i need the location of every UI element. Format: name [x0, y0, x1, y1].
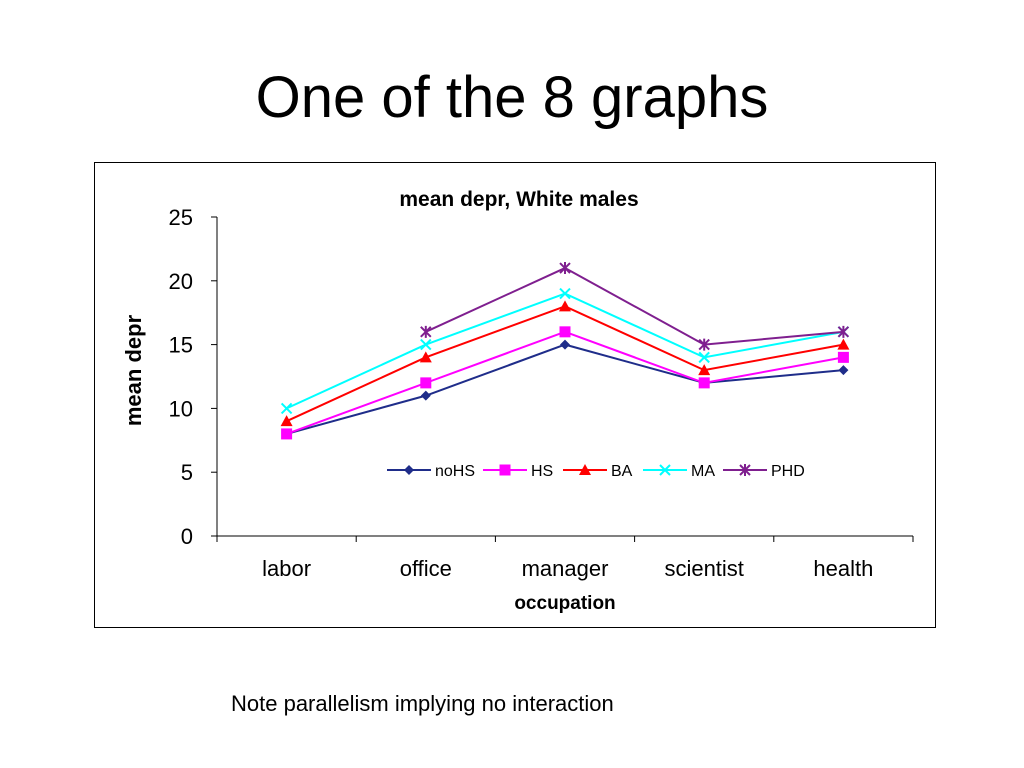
x-tick-label: scientist: [664, 556, 743, 581]
legend-item: BA: [563, 463, 633, 480]
data-point: [838, 365, 849, 376]
data-point: [837, 325, 850, 338]
data-point: [280, 415, 293, 427]
data-point: [698, 364, 711, 376]
y-axis-label: mean depr: [121, 314, 146, 426]
legend-item: MA: [643, 463, 715, 480]
y-tick-label: 5: [181, 460, 193, 485]
data-point: [281, 428, 293, 440]
legend-label: HS: [531, 463, 553, 480]
data-point: [559, 287, 571, 300]
legend-item: HS: [483, 463, 553, 480]
slide-note: Note parallelism implying no interaction: [231, 691, 614, 716]
series-ba: [280, 300, 850, 427]
y-tick-label: 0: [181, 524, 193, 549]
legend-item: PHD: [723, 463, 805, 480]
series-line: [286, 343, 844, 435]
legend-marker: [579, 464, 591, 475]
chart-title: mean depr, White males: [399, 188, 638, 211]
legend-label: MA: [691, 463, 715, 480]
x-tick-label: manager: [522, 556, 609, 581]
data-point: [280, 402, 293, 415]
legend-label: BA: [611, 463, 633, 480]
y-tick-label: 25: [169, 205, 193, 230]
series-phd: [420, 262, 850, 351]
legend-marker: [499, 464, 511, 476]
data-point: [420, 338, 432, 351]
legend-marker: [404, 465, 414, 475]
x-tick-label: labor: [262, 556, 311, 581]
data-point: [698, 377, 710, 389]
series-nohs: [281, 339, 849, 439]
data-point: [420, 390, 431, 401]
data-point: [837, 351, 849, 363]
y-tick-label: 15: [169, 333, 193, 358]
data-point: [837, 338, 850, 350]
x-tick-label: health: [813, 556, 873, 581]
y-tick-label: 20: [169, 269, 193, 294]
data-point: [698, 351, 710, 364]
x-axis-label: occupation: [514, 593, 615, 614]
data-point: [559, 300, 571, 312]
legend-label: noHS: [435, 463, 475, 480]
chart-frame: mean depr, White males 0 5 10 15 20 25 labor off…: [94, 162, 936, 628]
data-point: [420, 377, 432, 389]
legend: noHS HS BA MA PHD: [387, 463, 805, 480]
data-point: [420, 325, 432, 338]
line-chart: mean depr, White males 0 5 10 15 20 25 labor off…: [121, 188, 914, 614]
legend-marker: [739, 464, 751, 476]
data-point: [698, 338, 710, 351]
data-point: [560, 339, 570, 350]
legend-marker: [659, 464, 671, 476]
series-hs: [281, 326, 849, 440]
data-point: [419, 351, 432, 363]
x-tick-label: office: [400, 556, 452, 581]
y-tick-label: 10: [169, 396, 193, 421]
series-line: [425, 266, 844, 346]
slide-title: One of the 8 graphs: [255, 65, 769, 130]
data-point: [559, 262, 571, 275]
legend-label: PHD: [771, 463, 805, 480]
data-point: [559, 326, 571, 338]
legend-item: noHS: [387, 463, 475, 480]
